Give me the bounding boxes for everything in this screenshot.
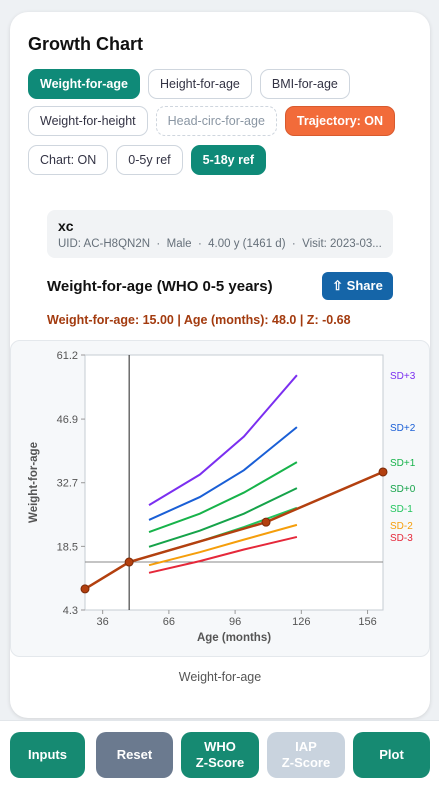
title: Growth Chart <box>28 34 143 54</box>
chart: 4.3 18.5 32.7 46.9 61.2 36 66 96 126 156 Age (mont… <box>28 350 416 644</box>
curve-label: SD-3 <box>390 533 413 544</box>
trajectory-point <box>261 517 271 527</box>
button[interactable]: Reset <box>96 732 173 778</box>
share-button[interactable]: ⇧ Share <box>322 272 393 300</box>
button[interactable]: IAP Z-Score <box>267 732 345 778</box>
trajectory-point <box>80 584 90 594</box>
x-tick-label: 156 <box>358 616 376 628</box>
button[interactable]: Plot <box>353 732 430 778</box>
reference-curve <box>148 523 298 567</box>
curve-label: SD+2 <box>390 423 416 434</box>
chip[interactable]: BMI-for-age <box>259 69 350 99</box>
status: Weight-for-age: 15.00 | Age (months): 48… <box>47 313 351 327</box>
reference-curve <box>148 374 298 506</box>
y-tick-label: 61.2 <box>57 350 78 362</box>
x-tick-label: 36 <box>97 616 109 628</box>
curve-label: SD+0 <box>390 484 416 495</box>
trajectory <box>84 470 384 591</box>
caption: Weight-for-age <box>178 670 262 684</box>
trajectory-point <box>378 467 388 477</box>
reference-curve <box>148 426 298 521</box>
y-tick-label: 32.7 <box>57 478 78 490</box>
chip[interactable]: 0-5y ref <box>116 145 183 175</box>
chip[interactable]: Height-for-age <box>147 69 252 99</box>
plot-frame <box>84 354 384 611</box>
y-tick-label: 4.3 <box>63 605 78 617</box>
chip[interactable]: 5-18y ref <box>190 145 267 175</box>
chip[interactable]: Weight-for-age <box>28 69 140 99</box>
patient-card <box>47 210 393 258</box>
reference-curve <box>148 487 298 548</box>
reference-curve <box>148 535 298 574</box>
button[interactable]: WHO Z-Score <box>181 732 259 778</box>
curve-label: SD-2 <box>390 521 413 532</box>
chip[interactable]: Chart: ON <box>28 145 109 175</box>
chip[interactable]: Head-circ-for-age <box>155 106 277 136</box>
trajectory-point <box>124 557 134 567</box>
chip[interactable]: Weight-for-height <box>28 106 148 136</box>
x-tick-label: 66 <box>163 616 175 628</box>
reference-curve <box>148 461 298 533</box>
chip[interactable]: Trajectory: ON <box>284 106 396 136</box>
section-title: Weight-for-age (WHO 0-5 years) <box>47 278 273 295</box>
patient-details: UID: AC-H8QN2N · Male · 4.00 y (1461 d) … <box>58 238 382 250</box>
x-axis-title: Age (months) <box>197 632 271 644</box>
x-tick-label: 96 <box>229 616 241 628</box>
y-tick-label: 46.9 <box>57 414 78 426</box>
button[interactable]: Inputs <box>10 732 85 778</box>
patient-name: xc <box>58 218 74 234</box>
y-tick-label: 18.5 <box>57 541 78 553</box>
curve-label: SD+3 <box>390 371 416 382</box>
x-tick-label: 126 <box>292 616 310 628</box>
curve-label: SD+1 <box>390 458 416 469</box>
y-axis-title: Weight-for-age <box>28 442 40 523</box>
curve-label: SD-1 <box>390 504 413 515</box>
